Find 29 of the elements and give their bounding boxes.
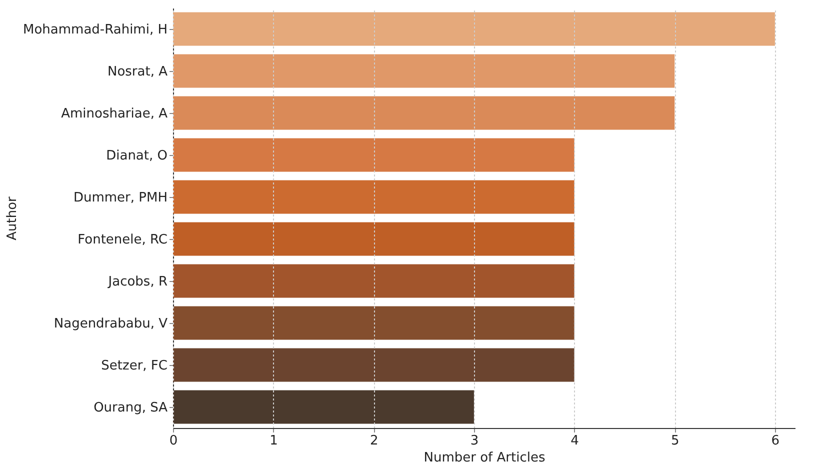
x-tick-label: 1 [270,434,278,448]
y-tick-label: Mohammad-Rahimi, H [23,22,168,38]
y-tick-label: Aminoshariae, A [61,106,168,122]
y-tick-label: Jacobs, R [107,274,168,290]
x-tick-label: 2 [370,434,378,448]
bar [173,12,775,46]
bar [173,222,574,256]
y-tick-label: Fontenele, RC [78,232,168,248]
y-axis-title: Author [5,196,20,240]
y-tick-label: Dianat, O [106,148,168,164]
x-tick-label: 6 [771,434,780,448]
x-tick-label: 4 [570,434,579,448]
bar [173,390,474,424]
x-tick-label: 5 [670,434,680,448]
bar [173,96,675,130]
y-tick-label: Nagendrababu, V [54,316,168,332]
bar [173,306,574,340]
y-tick-label: Nosrat, A [107,64,168,80]
x-axis-title: Number of Articles [424,450,546,465]
bar [173,348,574,382]
bar [173,264,574,298]
y-tick-label: Dummer, PMH [73,190,168,206]
bar [173,54,675,88]
x-tick-label: 0 [169,434,178,448]
y-tick-label: Ourang, SA [94,400,168,416]
bar [173,180,574,214]
x-tick-label: 3 [470,434,479,448]
y-tick-label: Setzer, FC [101,358,168,374]
bar [173,138,574,172]
